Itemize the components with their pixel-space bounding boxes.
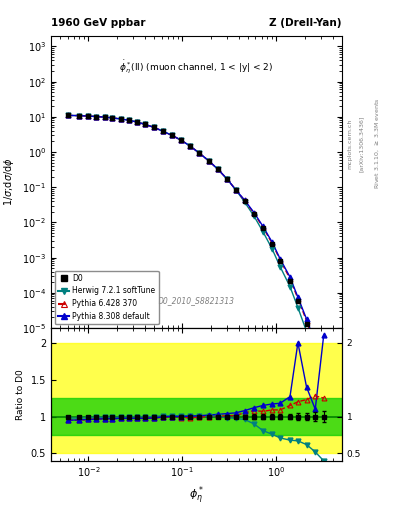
Text: 1960 GeV ppbar: 1960 GeV ppbar (51, 18, 145, 28)
Y-axis label: 1/$\sigma$;d$\sigma$/d$\phi$: 1/$\sigma$;d$\sigma$/d$\phi$ (2, 158, 17, 206)
Y-axis label: Ratio to D0: Ratio to D0 (16, 369, 25, 420)
X-axis label: $\phi^*_\eta$: $\phi^*_\eta$ (189, 485, 204, 507)
Legend: D0, Herwig 7.2.1 softTune, Pythia 6.428 370, Pythia 8.308 default: D0, Herwig 7.2.1 softTune, Pythia 6.428 … (55, 271, 159, 324)
Text: [arXiv:1306.3436]: [arXiv:1306.3436] (359, 115, 364, 172)
Text: $\dot{\phi}^*_\eta$(ll) (muon channel, 1 < |y| < 2): $\dot{\phi}^*_\eta$(ll) (muon channel, 1… (119, 59, 274, 76)
Bar (51, 343, 342, 454)
Text: Z (Drell-Yan): Z (Drell-Yan) (270, 18, 342, 28)
Text: mcplots.cern.ch: mcplots.cern.ch (347, 118, 352, 168)
Text: D0_2010_S8821313: D0_2010_S8821313 (158, 295, 235, 305)
Text: Rivet 3.1.10, $\geq$ 3.3M events: Rivet 3.1.10, $\geq$ 3.3M events (373, 98, 381, 189)
Bar (51, 398, 342, 435)
